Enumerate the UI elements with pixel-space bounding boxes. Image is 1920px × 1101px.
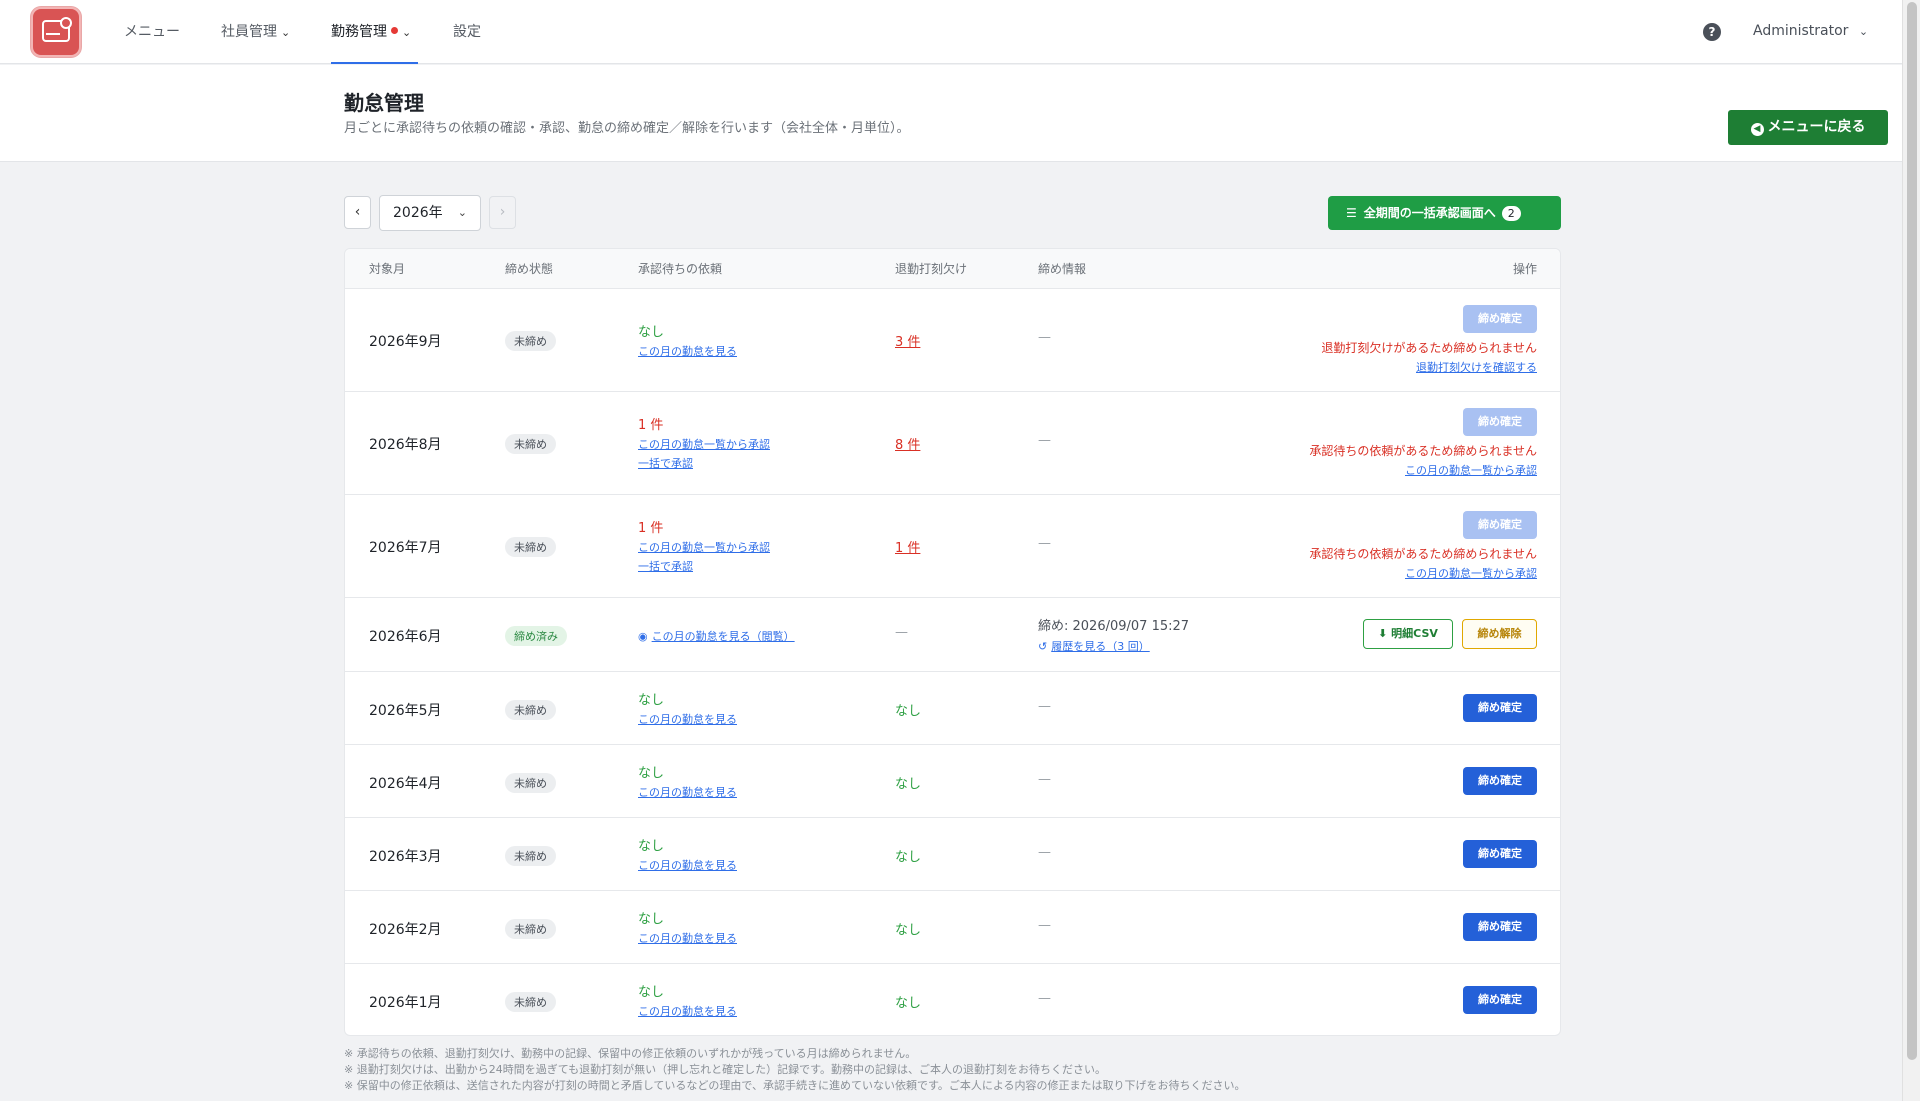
logo-frame-icon [42,20,70,42]
history-link[interactable]: ↺ 履歴を見る（3 回） [1038,640,1150,653]
table-row: 2026年6月 締め済み ◉ この月の勤怠を見る（閲覧） — 締め: 2026/0… [345,598,1560,672]
approve-list-link[interactable]: この月の勤怠一覧から承認 [1405,567,1537,580]
close-month-button[interactable]: 締め確定 [1463,767,1537,795]
table-row: 2026年9月 未締め なし この月の勤怠を見る 3 件 — 締め確定 退勤打刻… [345,289,1560,392]
footnotes: ※ 承認待ちの依頼、退勤打刻欠け、勤務中の記録、保留中の修正依頼のいずれかが残っ… [344,1047,1246,1092]
table-row: 2026年5月 未締め なし この月の勤怠を見る なし — 締め確定 [345,672,1560,745]
nav-item-attendance[interactable]: 勤務管理 ⌄ [331,0,418,64]
history-icon: ↺ [1038,640,1048,653]
scrollbar[interactable] [1902,0,1920,1101]
status-badge: 未締め [505,992,556,1012]
warning-text: 承認待ちの依頼があるため締められません [1309,547,1537,561]
close-month-button[interactable]: 締め確定 [1463,305,1537,333]
chevron-down-icon: ⌄ [281,26,291,39]
view-month-link[interactable]: この月の勤怠を見る [638,345,737,358]
help-icon[interactable]: ? [1703,23,1721,41]
bulk-approve-link[interactable]: 一括で承認 [638,560,693,573]
close-month-button[interactable]: 締め確定 [1463,694,1537,722]
view-month-link[interactable]: この月の勤怠を見る [638,786,737,799]
approve-list-link[interactable]: この月の勤怠一覧から承認 [638,438,770,451]
missing-count-link[interactable]: 1 件 [895,541,921,556]
view-month-link[interactable]: この月の勤怠を見る [638,713,737,726]
csv-download-button[interactable]: ⬇ 明細CSV [1363,619,1453,649]
check-missing-link[interactable]: 退勤打刻欠けを確認する [1416,361,1537,374]
chevron-down-icon: ⌄ [1858,25,1869,38]
eye-icon: ◉ [638,630,648,643]
page-title: 勤怠管理 [344,91,424,115]
table-row: 2026年2月 未締め なし この月の勤怠を見る なし — 締め確定 [345,891,1560,964]
status-badge: 未締め [505,537,556,557]
notification-dot [391,27,398,34]
nav-item-settings[interactable]: 設定 [453,24,481,40]
view-month-link[interactable]: この月の勤怠を見る [638,932,737,945]
arrow-left-circle-icon: ◀ [1750,123,1764,136]
view-month-link[interactable]: この月の勤怠を見る [638,1005,737,1018]
table-row: 2026年8月 未締め 1 件 この月の勤怠一覧から承認 一括で承認 8 件 —… [345,392,1560,495]
close-month-button[interactable]: 締め確定 [1463,408,1537,436]
status-badge: 未締め [505,919,556,939]
year-select[interactable]: 2026年 ⌄ [379,195,481,231]
status-badge: 締め済み [505,626,567,646]
closing-table: 対象月 締め状態 承認待ちの依頼 退勤打刻欠け 締め情報 操作 2026年9月 … [344,248,1561,1036]
chevron-down-icon: ⌄ [402,26,412,39]
closed-at-text: 締め: 2026/09/07 15:27 [1038,619,1190,634]
missing-count-link[interactable]: 8 件 [895,438,921,453]
status-badge: 未締め [505,434,556,454]
close-month-button[interactable]: 締め確定 [1463,840,1537,868]
chevron-left-icon: ‹ [354,204,361,220]
chevron-right-icon: › [499,204,506,220]
logo-lock-icon [60,17,72,29]
table-row: 2026年7月 未締め 1 件 この月の勤怠一覧から承認 一括で承認 1 件 —… [345,495,1560,598]
top-nav: メニュー 社員管理 ⌄ 勤務管理 ⌄ 設定 ? Administrator ⌄ [0,0,1902,64]
approve-list-link[interactable]: この月の勤怠一覧から承認 [1405,464,1537,477]
view-month-link[interactable]: この月の勤怠を見る [638,859,737,872]
chevron-down-icon: ⌄ [457,206,467,219]
table-header: 対象月 締め状態 承認待ちの依頼 退勤打刻欠け 締め情報 操作 [345,249,1560,289]
user-menu[interactable]: Administrator ⌄ [1753,23,1869,39]
list-icon: ☰ [1346,206,1357,220]
close-month-button[interactable]: 締め確定 [1463,913,1537,941]
next-year-button[interactable]: › [489,196,516,229]
status-badge: 未締め [505,773,556,793]
approve-list-link[interactable]: この月の勤怠一覧から承認 [638,541,770,554]
table-row: 2026年4月 未締め なし この月の勤怠を見る なし — 締め確定 [345,745,1560,818]
nav-item-employees[interactable]: 社員管理 ⌄ [221,0,290,64]
nav-item-menu[interactable]: メニュー [124,24,180,40]
scrollbar-thumb[interactable] [1907,2,1917,1060]
app-logo[interactable] [31,7,81,57]
status-badge: 未締め [505,846,556,866]
missing-count-link[interactable]: 3 件 [895,335,921,350]
table-row: 2026年3月 未締め なし この月の勤怠を見る なし — 締め確定 [345,818,1560,891]
count-badge: 2 [1501,206,1521,221]
prev-year-button[interactable]: ‹ [344,196,371,229]
back-to-menu-button[interactable]: ◀ メニューに戻る [1728,110,1888,145]
warning-text: 退勤打刻欠けがあるため締められません [1321,341,1537,355]
close-month-button[interactable]: 締め確定 [1463,511,1537,539]
status-badge: 未締め [505,331,556,351]
bulk-approve-button[interactable]: ☰ 全期間の一括承認画面へ 2 [1328,196,1561,230]
close-month-button[interactable]: 締め確定 [1463,986,1537,1014]
view-month-link[interactable]: ◉ この月の勤怠を見る（閲覧） [638,630,795,643]
page-header: 勤怠管理 月ごとに承認待ちの依頼の確認・承認、勤怠の締め確定／解除を行います（会… [0,65,1902,162]
table-row: 2026年1月 未締め なし この月の勤怠を見る なし — 締め確定 [345,964,1560,1037]
status-badge: 未締め [505,700,556,720]
unlock-button[interactable]: 締め解除 [1462,619,1537,649]
download-icon: ⬇ [1378,627,1388,640]
bulk-approve-link[interactable]: 一括で承認 [638,457,693,470]
page-subtitle: 月ごとに承認待ちの依頼の確認・承認、勤怠の締め確定／解除を行います（会社全体・月… [344,121,910,136]
warning-text: 承認待ちの依頼があるため締められません [1309,444,1537,458]
